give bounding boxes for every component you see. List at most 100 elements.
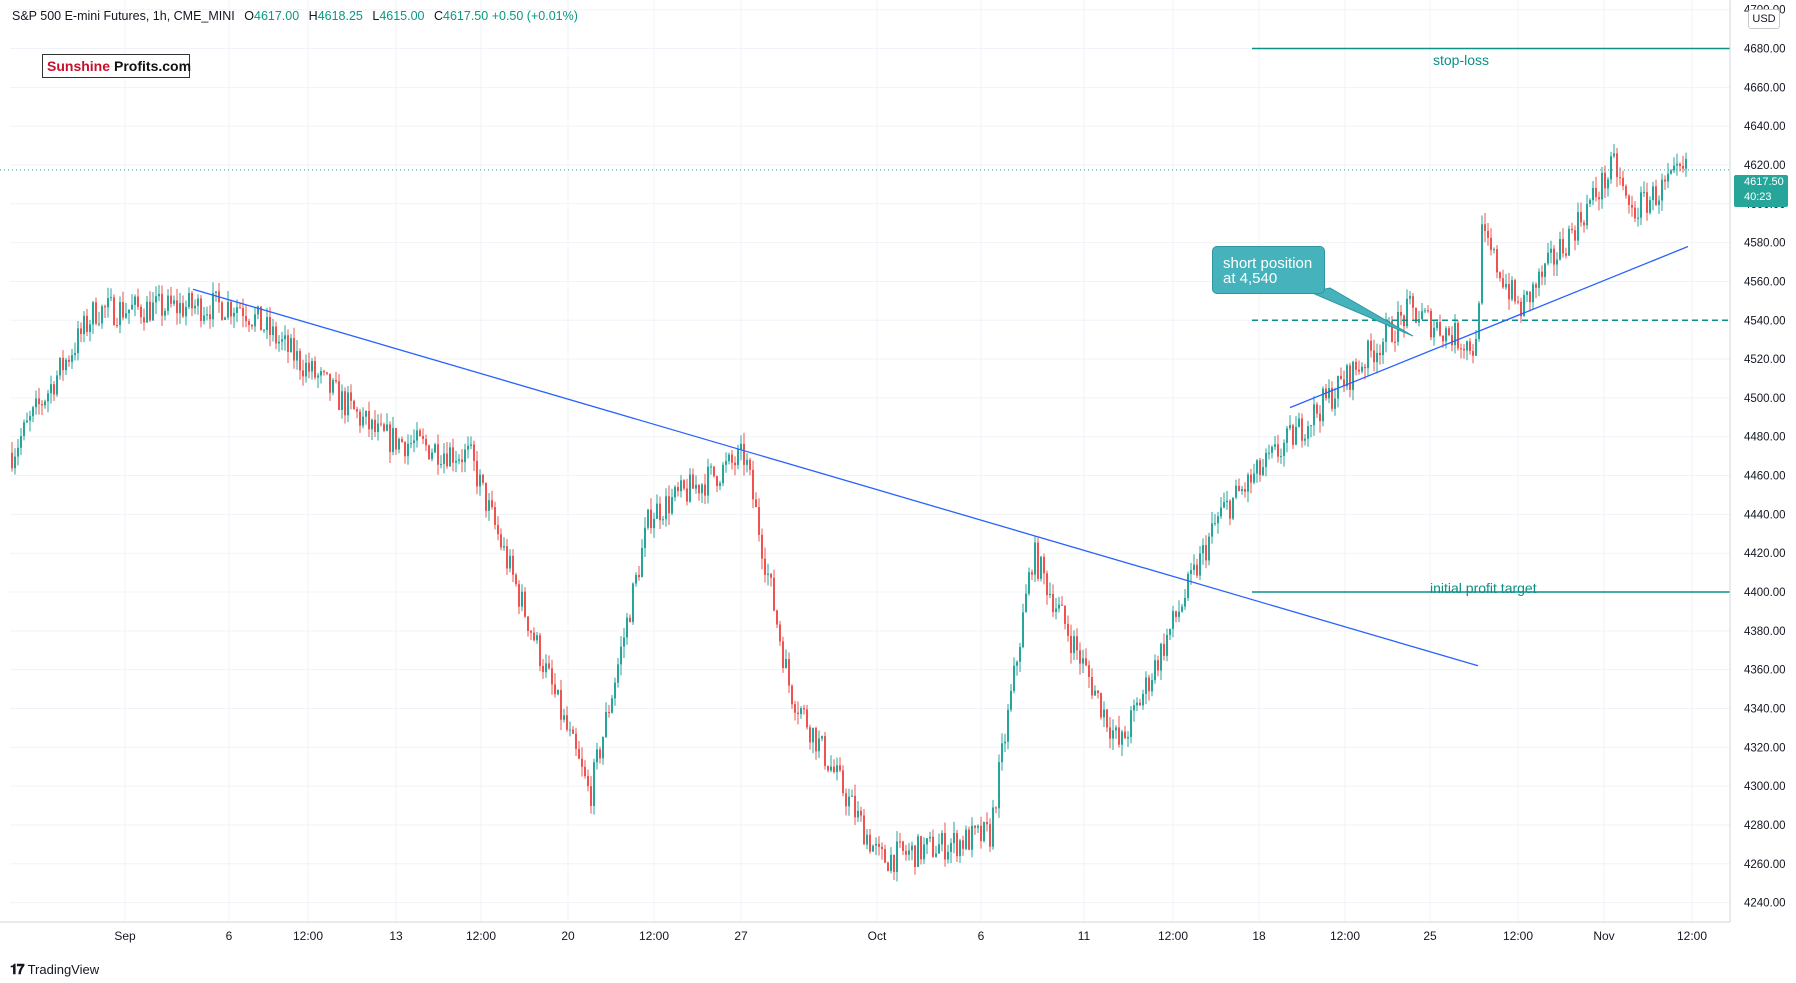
candle-body (965, 829, 967, 849)
candle-body (518, 584, 520, 607)
candle-body (11, 452, 13, 469)
candle-body (1466, 341, 1468, 351)
candle-body (1607, 179, 1609, 189)
candle-body (770, 573, 772, 578)
time-tick-label: Oct (868, 929, 887, 943)
candle-body (1469, 341, 1471, 351)
tradingview-logo[interactable]: 𝟏𝟕 TradingView (10, 961, 99, 978)
candle-body (227, 301, 229, 318)
candle-body (1262, 467, 1264, 476)
candle-body (1409, 296, 1411, 299)
candle-body (1505, 284, 1507, 288)
high-label: H (308, 9, 318, 23)
candle-body (428, 445, 430, 460)
candle-body (848, 796, 850, 807)
candle-body (1562, 239, 1564, 254)
candle-body (1112, 730, 1114, 739)
candle-body (758, 507, 760, 535)
candle-body (1418, 319, 1420, 323)
trendline-2 (1289, 245, 1689, 409)
candle-body (551, 668, 553, 685)
candle-body (1238, 485, 1240, 492)
short-position-callout[interactable]: short position at 4,540 (1212, 246, 1325, 294)
candle-body (1670, 170, 1672, 174)
candle-body (14, 456, 16, 469)
candle-body (131, 304, 133, 310)
candle-body (1103, 709, 1105, 718)
candle-body (1241, 489, 1243, 492)
candle-body (125, 313, 127, 318)
candle-body (1205, 545, 1207, 561)
candle-body (296, 351, 298, 361)
candle-body (140, 306, 142, 318)
candle-body (1598, 197, 1600, 200)
candle-body (524, 591, 526, 617)
candle-body (143, 317, 145, 323)
candle-body (1535, 284, 1537, 288)
price-tick-label: 4240.00 (1744, 898, 1786, 910)
candle-body (704, 484, 706, 496)
candle-body (1451, 335, 1453, 346)
candle-body (1091, 677, 1093, 696)
candle-body (1550, 248, 1552, 253)
candle-body (1019, 647, 1021, 662)
candle-body (650, 509, 652, 529)
candle-body (641, 548, 643, 578)
candle-body (536, 635, 538, 641)
price-tick-label: 4300.00 (1744, 781, 1786, 793)
candles (11, 144, 1687, 882)
candle-body (1679, 163, 1681, 166)
candle-body (416, 430, 418, 441)
candle-body (1616, 153, 1618, 178)
currency-button[interactable]: USD (1748, 9, 1780, 29)
candle-body (1361, 366, 1363, 372)
candle-body (968, 829, 970, 850)
candle-body (1346, 365, 1348, 387)
candle-body (746, 459, 748, 465)
candle-body (845, 793, 847, 807)
candle-body (386, 424, 388, 431)
candle-body (887, 862, 889, 872)
candle-body (797, 712, 799, 715)
candle-body (242, 307, 244, 316)
candle-body (1202, 545, 1204, 554)
time-tick-label: Sep (114, 929, 136, 943)
candle-body (482, 474, 484, 483)
candle-body (539, 635, 541, 667)
candle-body (1631, 205, 1633, 208)
candle-body (1517, 301, 1519, 303)
time-tick-label: 13 (389, 929, 403, 943)
candle-body (860, 810, 862, 816)
candle-body (1580, 212, 1582, 223)
candle-body (485, 482, 487, 511)
candle-body (1493, 249, 1495, 251)
candle-body (803, 708, 805, 710)
candle-body (899, 841, 901, 843)
candle-body (1121, 731, 1123, 745)
candle-body (806, 709, 808, 728)
candle-body (833, 766, 835, 773)
candle-body (800, 708, 802, 715)
candle-body (1022, 612, 1024, 648)
price-tick-label: 4580.00 (1744, 238, 1786, 250)
candle-body (1265, 452, 1267, 468)
candle-body (1664, 179, 1666, 182)
candle-body (1490, 237, 1492, 250)
time-tick-label: 12:00 (293, 929, 323, 943)
candle-body (1052, 593, 1054, 613)
candle-body (986, 822, 988, 825)
candle-body (1217, 516, 1219, 524)
candle-body (1274, 444, 1276, 447)
price-tick-label: 4500.00 (1744, 393, 1786, 405)
candle-body (1427, 310, 1429, 312)
candle-body (464, 449, 466, 463)
candle-body (419, 430, 421, 436)
candle-body (401, 438, 403, 443)
candle-body (1208, 536, 1210, 561)
candle-body (710, 466, 712, 468)
candle-body (824, 736, 826, 766)
candle-body (941, 832, 943, 845)
candle-body (503, 546, 505, 548)
open-value: 4617.00 (254, 9, 300, 23)
